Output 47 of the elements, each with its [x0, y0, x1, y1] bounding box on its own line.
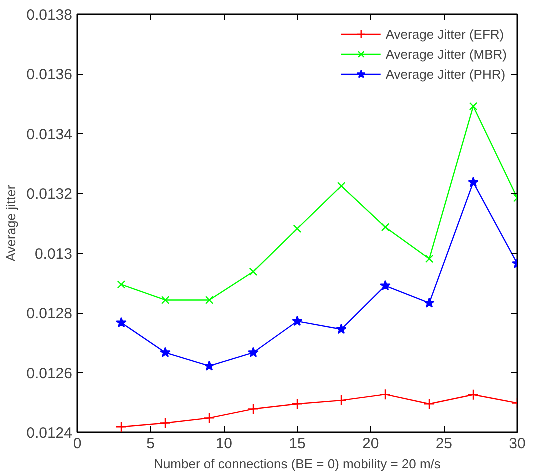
point	[424, 298, 435, 308]
x-axis-title: Number of connections (BE = 0) mobility = 20 m/s	[154, 456, 442, 472]
point	[292, 316, 303, 326]
y-tick-label: 0.0124	[26, 425, 73, 442]
y-tick-label: 0.0138	[26, 7, 73, 24]
point	[336, 394, 348, 406]
point	[160, 418, 172, 429]
x-tick-label: 15	[289, 436, 306, 452]
y-tick-label: 0.0134	[26, 126, 73, 144]
point	[380, 388, 392, 400]
x-tick-label: 20	[362, 436, 380, 452]
point	[293, 224, 302, 234]
point	[205, 296, 214, 304]
legend-label: Average Jitter (EFR)	[386, 26, 504, 42]
y-tick-label: 0.0136	[26, 66, 73, 84]
point	[160, 347, 171, 358]
point	[381, 223, 390, 232]
point	[204, 360, 215, 371]
legend-label: Average Jitter (PHR)	[386, 66, 506, 82]
point	[204, 412, 216, 424]
point	[336, 324, 347, 334]
point	[469, 102, 478, 111]
x-tick-label: 25	[436, 436, 453, 452]
point	[380, 280, 391, 291]
point	[468, 389, 480, 400]
point	[425, 254, 434, 264]
y-tick-label: 0.013	[34, 246, 73, 263]
point	[337, 182, 346, 190]
y-tick-label: 0.0126	[26, 365, 73, 382]
point	[248, 347, 259, 358]
legend-label: Average Jitter (MBR)	[386, 46, 507, 62]
x-tick-label: 30	[509, 436, 526, 452]
y-tick-label: 0.0128	[26, 306, 73, 323]
point	[249, 268, 258, 276]
point	[248, 404, 260, 415]
point	[116, 317, 127, 328]
y-tick-label: 0.0132	[26, 186, 73, 204]
x-tick-label: 5	[146, 436, 156, 452]
point	[161, 296, 170, 304]
point	[468, 176, 479, 188]
x-tick-label: 10	[216, 436, 233, 452]
point	[292, 398, 304, 410]
point	[116, 422, 128, 432]
x-tick-label: 0	[73, 436, 82, 452]
point	[117, 280, 126, 289]
y-axis-title: Average jitter	[4, 184, 19, 262]
point	[424, 398, 436, 410]
